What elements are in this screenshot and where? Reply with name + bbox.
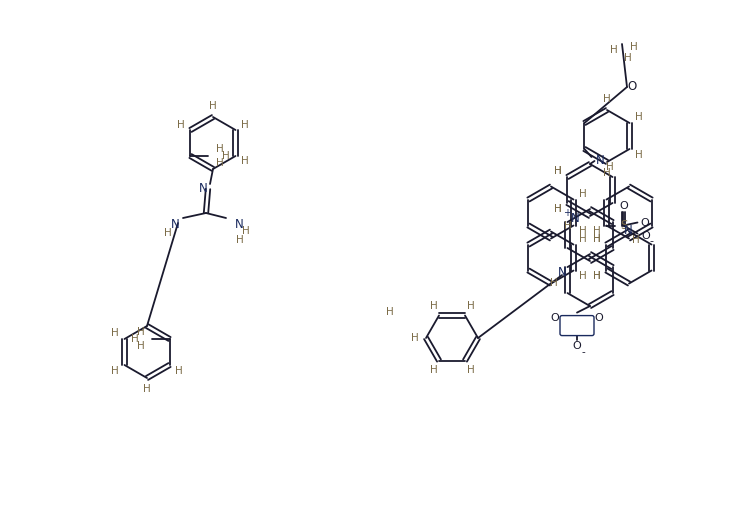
Text: N: N — [171, 217, 179, 230]
Text: H: H — [177, 119, 184, 130]
Text: H: H — [430, 365, 437, 375]
Text: S: S — [620, 219, 627, 232]
Text: H: H — [164, 228, 172, 238]
Text: S: S — [573, 319, 581, 332]
Text: H: H — [579, 189, 587, 199]
Text: +: + — [563, 208, 572, 218]
Text: O: O — [619, 200, 628, 211]
Text: H: H — [593, 271, 601, 281]
Text: -: - — [581, 348, 585, 358]
Text: N: N — [558, 266, 566, 279]
Text: H: H — [554, 203, 562, 213]
Text: H: H — [467, 301, 474, 311]
Text: H: H — [603, 94, 611, 104]
Text: H: H — [554, 167, 562, 176]
Text: H: H — [209, 101, 217, 111]
Text: H: H — [554, 203, 562, 213]
Text: H: H — [593, 271, 601, 281]
Text: H: H — [111, 329, 119, 338]
Text: H: H — [175, 365, 183, 376]
Text: H: H — [593, 234, 601, 244]
Text: H: H — [564, 221, 572, 231]
Text: N: N — [623, 224, 633, 237]
Text: O: O — [550, 312, 559, 323]
Text: H: H — [636, 149, 643, 159]
FancyBboxPatch shape — [560, 316, 594, 336]
Text: H: H — [554, 167, 562, 176]
Text: H: H — [136, 341, 145, 351]
Text: H: H — [386, 307, 394, 317]
Text: H: H — [136, 327, 145, 337]
Text: H: H — [605, 162, 614, 172]
Text: H: H — [111, 365, 119, 376]
Text: H: H — [610, 45, 618, 55]
Text: O: O — [640, 217, 649, 227]
Text: H: H — [242, 226, 250, 236]
Text: H: H — [411, 333, 419, 343]
Text: O: O — [641, 230, 650, 240]
Text: H: H — [579, 226, 587, 236]
Text: H: H — [221, 151, 230, 161]
Text: H: H — [593, 226, 601, 236]
Text: O: O — [572, 340, 581, 350]
Text: H: H — [550, 278, 558, 288]
Text: H: H — [636, 113, 643, 122]
Text: H: H — [603, 168, 611, 178]
Text: H: H — [143, 384, 151, 394]
Text: H: H — [215, 144, 224, 154]
Text: H: H — [593, 234, 601, 244]
Text: H: H — [241, 157, 249, 167]
Text: H: H — [467, 365, 474, 375]
Text: H: H — [430, 301, 437, 311]
Text: -: - — [650, 237, 654, 247]
Text: H: H — [624, 53, 632, 63]
Text: N: N — [199, 183, 207, 196]
Text: H: H — [579, 234, 587, 244]
Text: H: H — [632, 235, 640, 245]
Text: H: H — [241, 119, 249, 130]
Text: H: H — [130, 334, 139, 344]
Text: H: H — [579, 271, 587, 281]
Text: H: H — [236, 235, 244, 245]
Text: H: H — [630, 42, 638, 52]
Text: N: N — [571, 212, 580, 225]
Text: O: O — [627, 80, 636, 93]
Text: H: H — [215, 158, 224, 168]
Text: N: N — [596, 155, 605, 168]
Text: N: N — [235, 217, 243, 230]
Text: O: O — [595, 312, 603, 323]
Text: Abs: Abs — [569, 321, 585, 330]
